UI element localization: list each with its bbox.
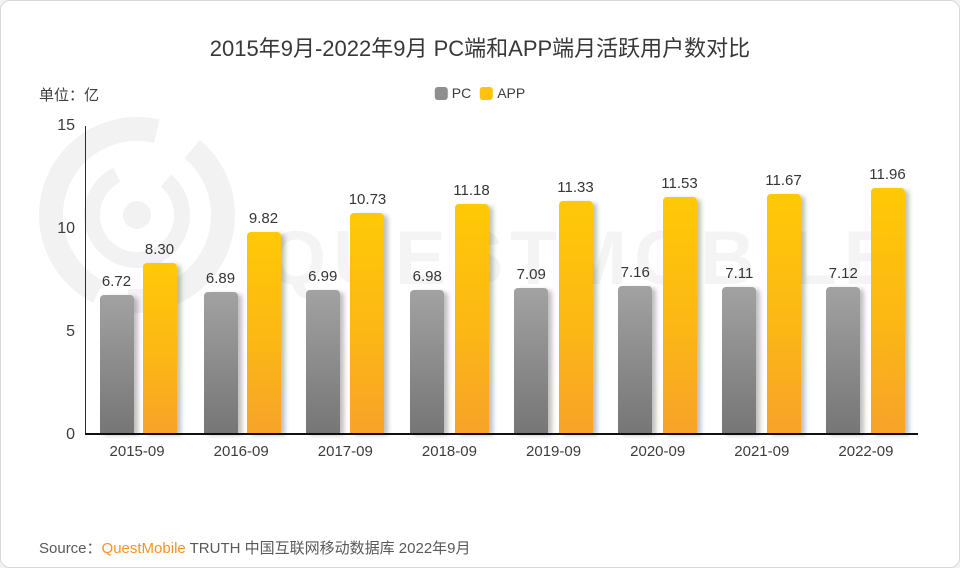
chart-title: 2015年9月-2022年9月 PC端和APP端月活跃用户数对比 (209, 36, 751, 61)
x-label-2016-09: 2016-09 (213, 443, 269, 460)
source-rest: TRUTH 中国互联网移动数据库 2022年9月 (185, 540, 471, 557)
bar-group-2016-09: 6.89 9.82 (190, 126, 294, 433)
app-value-label: 11.53 (661, 175, 698, 193)
x-label-2015-09: 2015-09 (109, 443, 165, 460)
pc-value-label: 7.12 (828, 265, 858, 283)
app-bar (662, 197, 697, 433)
pc-value-label: 6.99 (308, 267, 338, 285)
app-value-label: 9.82 (248, 210, 279, 228)
x-axis-labels: 2015-09 2016-09 2017-09 2018-09 2019-09 2020-… (85, 443, 918, 460)
pc-bar (410, 290, 445, 433)
pc-bar (99, 295, 134, 433)
bar-group-2019-09: 7.09 11.33 (502, 126, 606, 433)
pc-bar-col: 7.12 (826, 126, 861, 433)
app-bar-col: 9.82 (246, 126, 281, 433)
legend-swatch-pc-icon (434, 86, 448, 100)
app-bar (350, 213, 385, 433)
pc-bar (722, 287, 757, 433)
plot-area: 6.72 8.30 6.89 9.82 6.99 10.73 6.98 11.18 7.09 11… (85, 126, 918, 435)
legend-label-app: APP (497, 85, 526, 101)
pc-bar (203, 292, 238, 433)
app-bar (246, 232, 281, 433)
chart-area: 6.72 8.30 6.89 9.82 6.99 10.73 6.98 11.18 7.09 11… (57, 117, 918, 443)
pc-value-label: 6.98 (412, 268, 442, 286)
pc-value-label: 6.72 (101, 273, 132, 291)
app-bar (142, 263, 177, 433)
pc-value-label: 7.11 (725, 265, 754, 283)
x-label-2022-09: 2022-09 (838, 443, 894, 460)
legend-label-pc: PC (451, 85, 472, 101)
x-label-2017-09: 2017-09 (317, 443, 373, 460)
app-bar-col: 8.30 (142, 126, 177, 433)
pc-value-label: 6.89 (205, 270, 236, 287)
app-bar (766, 194, 801, 433)
app-value-label: 11.96 (869, 166, 906, 184)
pc-bar-col: 6.89 (203, 126, 238, 433)
bar-group-2017-09: 6.99 10.73 (294, 126, 398, 433)
y-tick-10: 10 (57, 220, 75, 237)
app-bar-col: 11.33 (557, 126, 594, 433)
pc-value-label: 7.09 (516, 265, 546, 283)
pc-bar-col: 7.16 (618, 126, 653, 433)
app-bar-col: 11.53 (661, 126, 698, 433)
app-bar-col: 11.67 (765, 126, 802, 433)
pc-bar-col: 6.99 (305, 126, 340, 433)
pc-bar (826, 287, 861, 433)
pc-bar-col: 6.72 (99, 126, 134, 433)
app-bar-col: 10.73 (348, 126, 387, 433)
bar-group-2021-09: 7.11 11.67 (710, 126, 814, 433)
unit-label: 单位：亿 (39, 87, 100, 104)
source-prefix: Source： (39, 540, 102, 557)
pc-value-label: 7.16 (620, 264, 650, 282)
app-value-label: 11.67 (765, 172, 802, 190)
app-bar-col: 11.96 (869, 126, 906, 433)
app-value-label: 11.33 (557, 179, 594, 197)
bar-group-2022-09: 7.12 11.96 (814, 126, 918, 433)
x-label-2020-09: 2020-09 (630, 443, 686, 460)
app-bar (870, 188, 905, 433)
source-brand: QuestMobile (101, 540, 186, 557)
legend-swatch-app-icon (480, 86, 494, 100)
y-tick-5: 5 (66, 323, 75, 340)
app-value-label: 10.73 (348, 191, 387, 209)
bar-group-2020-09: 7.16 11.53 (606, 126, 710, 433)
bar-group-2015-09: 6.72 8.30 (86, 126, 190, 433)
x-label-2021-09: 2021-09 (734, 443, 790, 460)
source-line: Source：QuestMobile TRUTH 中国互联网移动数据库 2022… (39, 537, 471, 558)
app-value-label: 11.18 (453, 182, 490, 200)
app-bar-col: 11.18 (453, 126, 490, 433)
pc-bar (618, 286, 653, 433)
pc-bar (514, 287, 549, 433)
pc-bar-col: 6.98 (410, 126, 445, 433)
legend-item-pc: PC (434, 85, 472, 101)
legend-item-app: APP (480, 85, 525, 101)
bar-group-2018-09: 6.98 11.18 (398, 126, 502, 433)
y-tick-0: 0 (66, 426, 75, 443)
app-bar (454, 204, 489, 433)
x-label-2019-09: 2019-09 (526, 443, 582, 460)
legend: PC APP (434, 85, 525, 101)
pc-bar-col: 7.09 (514, 126, 549, 433)
app-bar (558, 201, 593, 433)
y-tick-15: 15 (57, 117, 75, 134)
pc-bar (305, 289, 340, 433)
app-value-label: 8.30 (144, 241, 175, 259)
pc-bar-col: 7.11 (722, 126, 757, 433)
x-label-2018-09: 2018-09 (421, 443, 477, 460)
